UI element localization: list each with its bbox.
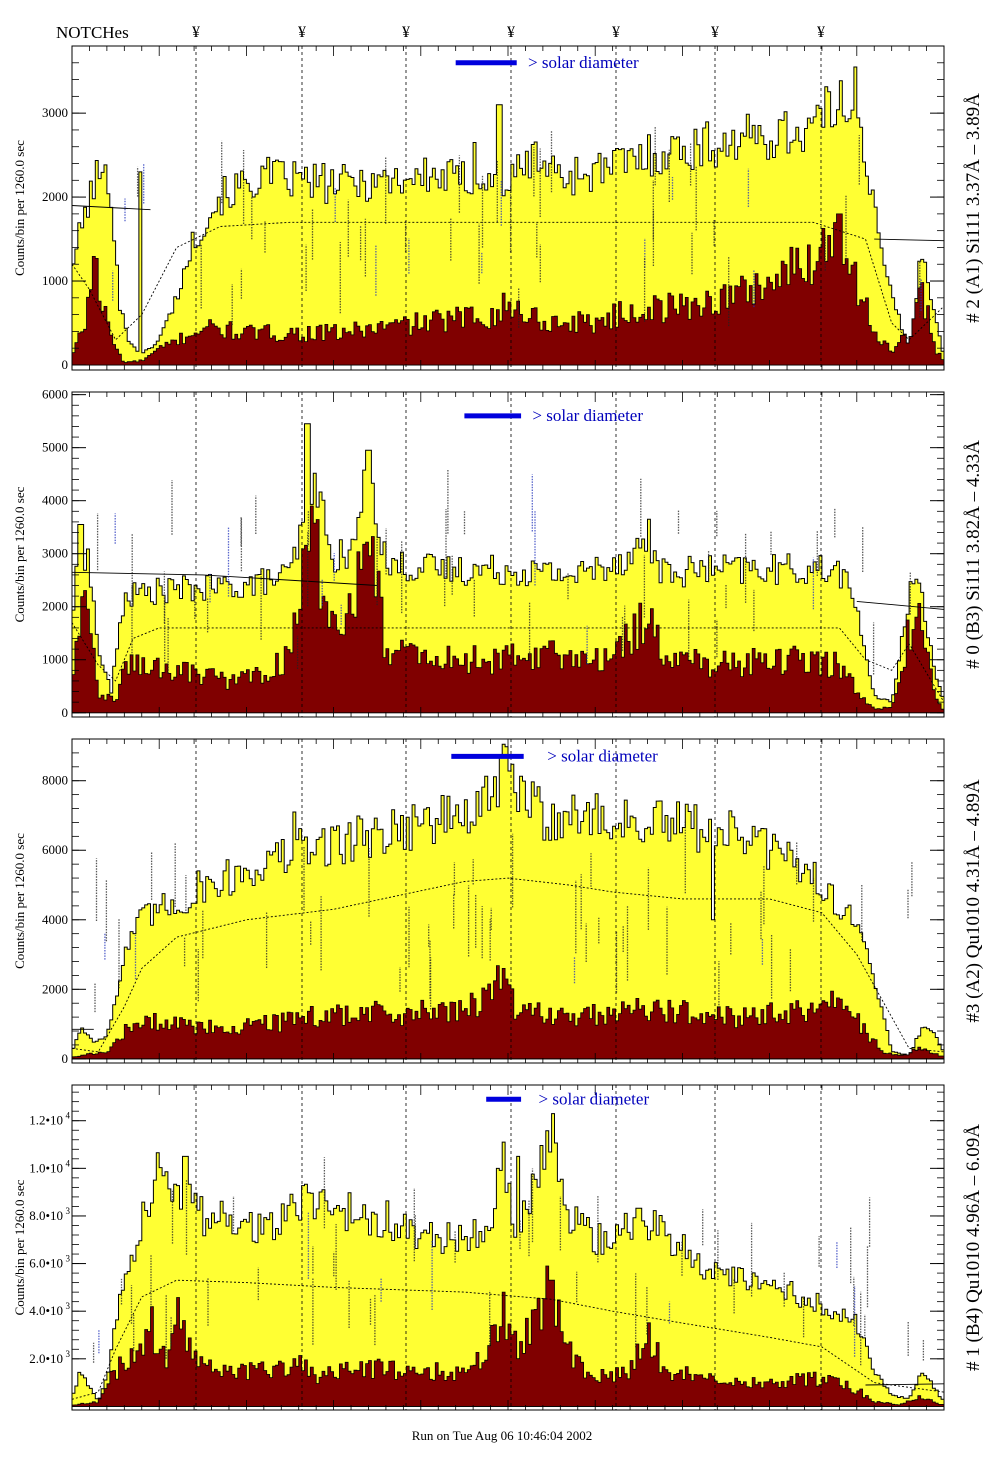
panel-title: #3 (A2) Qu1010 4.31Å – 4.89Å: [963, 779, 984, 1023]
subset-counts-series: [71, 1265, 945, 1407]
notch-symbol-3: ¥: [402, 24, 410, 41]
panel-title: # 1 (B4) Qu1010 4.96Å – 6.09Å: [963, 1124, 984, 1371]
y-tick-label: 6000: [42, 387, 68, 402]
solar-diameter-label: > solar diameter: [532, 406, 643, 425]
y-tick-label: 2.0•10: [29, 1351, 63, 1366]
model-curve: [71, 1279, 945, 1400]
model-curve: [71, 877, 945, 1053]
solar-diameter-label: > solar diameter: [528, 53, 639, 72]
subset-counts-series: [71, 213, 945, 366]
total-counts-series: [71, 423, 945, 714]
total-counts-series: [71, 743, 945, 1060]
panel-3: 0 2000 4000 6000 8000 Counts/bin per 1260.0 s…: [12, 738, 984, 1066]
subset-counts-series: [71, 965, 945, 1060]
y-tick-label: 2000: [42, 981, 68, 996]
solar-diameter-label: > solar diameter: [539, 1089, 650, 1108]
y-tick-exponent: 3: [66, 1254, 71, 1264]
panel-title: # 2 (A1) Si111 3.37Å – 3.89Å: [963, 93, 984, 323]
panel-2: 0 1000 2000 3000 4000 5000 6000 Counts/bin per …: [12, 387, 984, 720]
y-tick-exponent: 3: [66, 1301, 71, 1311]
y-axis-label: Counts/bin per 1260.0 sec: [12, 140, 27, 276]
y-axis-label: Counts/bin per 1260.0 sec: [12, 833, 27, 969]
y-tick-label: 3000: [42, 546, 68, 561]
y-tick-label: 1000: [42, 273, 68, 288]
y-tick-label: 6000: [42, 842, 68, 857]
total-counts-series: [71, 1113, 945, 1407]
y-tick-exponent: 4: [66, 1158, 71, 1168]
model-curve: [71, 622, 945, 703]
notch-symbol-2: ¥: [298, 24, 306, 41]
y-tick-label: 4.0•10: [29, 1303, 63, 1318]
y-tick-label: 8.0•10: [29, 1208, 63, 1223]
y-tick-exponent: 3: [66, 1349, 71, 1359]
y-tick-label: 8000: [42, 773, 68, 788]
y-tick-label: 0: [62, 1051, 69, 1066]
y-tick-label: 1000: [42, 652, 68, 667]
y-axis-label: Counts/bin per 1260.0 sec: [12, 1179, 27, 1315]
y-tick-label: 1.2•10: [29, 1113, 63, 1128]
y-tick-label: 4000: [42, 493, 68, 508]
notch-symbol-7: ¥: [817, 24, 825, 41]
reference-line-right: [874, 238, 945, 242]
subset-counts-series: [71, 505, 945, 714]
notch-symbol-1: ¥: [192, 24, 200, 41]
reference-line-right: [865, 1383, 945, 1386]
y-tick-exponent: 3: [66, 1206, 71, 1216]
y-tick-label: 5000: [42, 440, 68, 455]
notch-symbol-5: ¥: [612, 24, 620, 41]
y-tick-exponent: 4: [66, 1111, 71, 1121]
y-tick-label: 6.0•10: [29, 1256, 63, 1271]
y-tick-label: 3000: [42, 105, 68, 120]
panel-1: 0 1000 2000 3000 Counts/bin per 1260.0 sec # …: [12, 45, 984, 372]
panel-title: # 0 (B3) Si111 3.82Å – 4.33Å: [963, 440, 984, 669]
y-tick-label: 1.0•10: [29, 1160, 63, 1175]
panel-4: 2.0•10 34.0•10 36.0•10 38.0•10 31.0•10 41.2•1…: [12, 1084, 984, 1411]
reference-line-right: [856, 600, 945, 610]
notch-symbol-6: ¥: [711, 24, 719, 41]
reference-line-left: [71, 571, 378, 586]
notches-label: NOTCHes: [56, 23, 129, 42]
solar-diameter-label: > solar diameter: [547, 746, 658, 765]
y-axis-label: Counts/bin per 1260.0 sec: [12, 486, 27, 622]
reference-line-left: [71, 205, 151, 211]
model-curve: [71, 221, 945, 341]
y-tick-label: 2000: [42, 599, 68, 614]
y-tick-label: 0: [62, 705, 69, 720]
y-tick-label: 4000: [42, 912, 68, 927]
run-timestamp: Run on Tue Aug 06 10:46:04 2002: [411, 1428, 593, 1443]
notch-symbol-4: ¥: [507, 24, 515, 41]
y-tick-label: 2000: [42, 189, 68, 204]
y-tick-label: 0: [62, 357, 69, 372]
